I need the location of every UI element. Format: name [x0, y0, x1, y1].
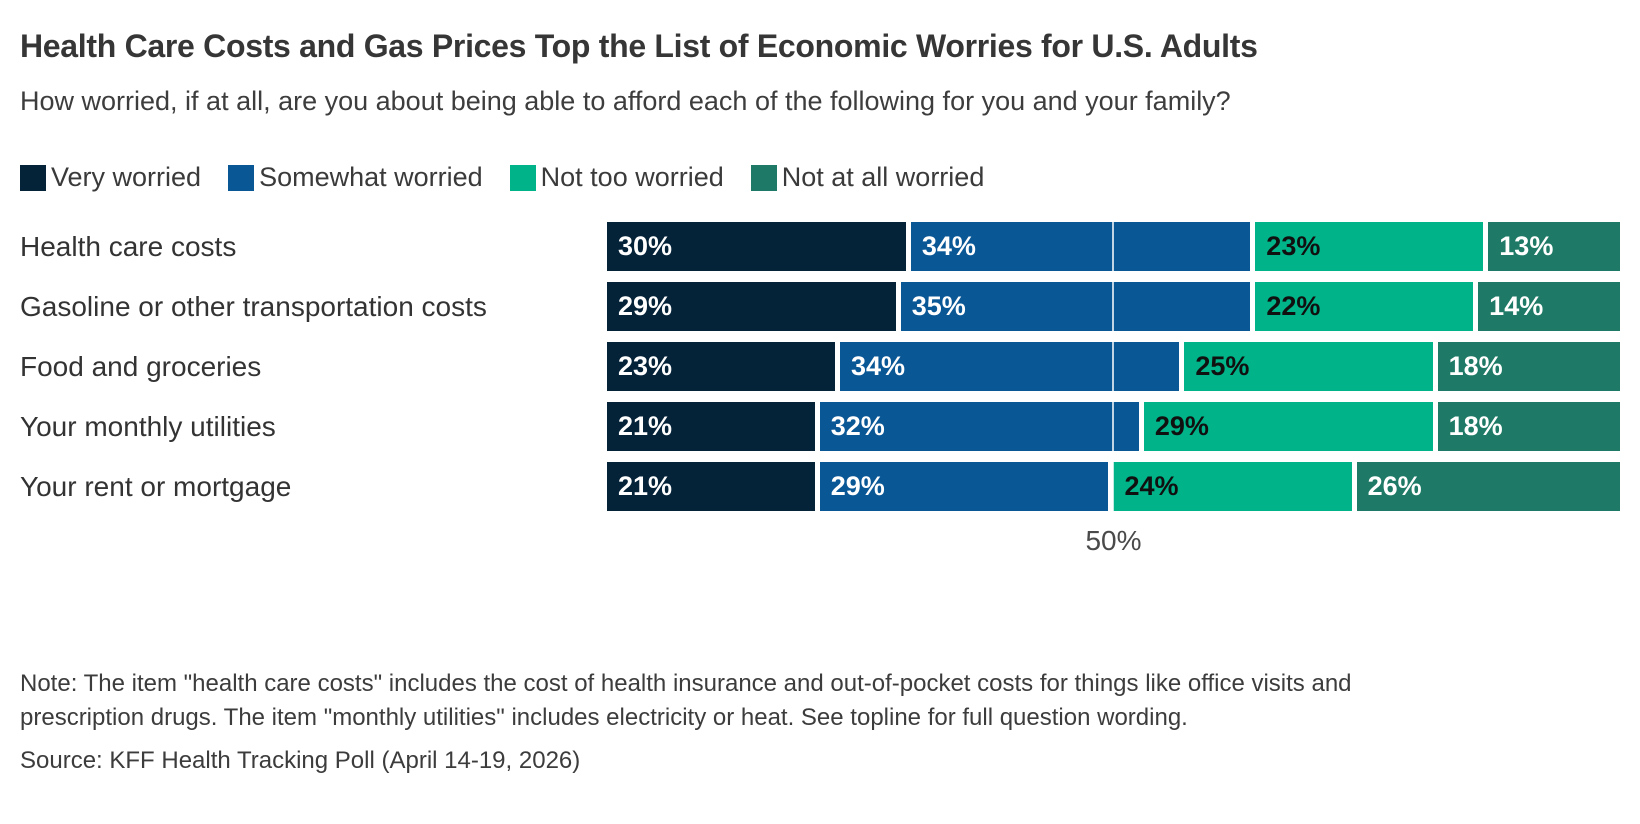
legend-swatch-icon — [509, 164, 536, 191]
chart-row: Your monthly utilities 21% 32% 29% 18% — [20, 402, 1620, 451]
category-label: Food and groceries — [20, 351, 262, 382]
chart-row: Your rent or mortgage 21% 29% 24% 26% — [20, 462, 1620, 511]
x-axis: 50% — [20, 525, 1620, 559]
stacked-bar-chart: Health care costs 30% 34% 23% 13% Gasoline or… — [20, 222, 1620, 511]
chart-row: Health care costs 30% 34% 23% 13% — [20, 222, 1620, 271]
bar-segment: 29% — [607, 282, 901, 331]
bar-segment-value: 21% — [618, 411, 673, 441]
bar-segment: 25% — [1184, 342, 1438, 391]
page-title: Health Care Costs and Gas Prices Top the… — [20, 28, 1258, 64]
bar-segment-value: 18% — [1448, 351, 1503, 381]
axis-area: 50% — [607, 525, 1620, 559]
bar-stack: 30% 34% 23% 13% — [607, 222, 1620, 271]
bar-segment-value: 21% — [618, 471, 673, 501]
chart-row: Food and groceries 23% 34% 25% 18% — [20, 342, 1620, 391]
category-label: Gasoline or other transportation costs — [20, 291, 487, 322]
legend-label: Not at all worried — [781, 162, 985, 192]
bar-segment-value: 26% — [1367, 471, 1422, 501]
bar-segment: 26% — [1356, 462, 1620, 511]
legend-item-2: Not too worried — [509, 162, 724, 193]
bar-segment-value: 29% — [1154, 411, 1209, 441]
legend-swatch-icon — [228, 164, 255, 191]
bar-segment: 13% — [1488, 222, 1620, 271]
legend-label: Not too worried — [540, 162, 724, 192]
bar-segment: 22% — [1255, 282, 1479, 331]
chart-footer: Note: The item "health care costs" inclu… — [20, 667, 1450, 776]
legend-label: Very worried — [51, 162, 202, 192]
category-label: Health care costs — [20, 231, 237, 262]
legend-item-1: Somewhat worried — [228, 162, 483, 193]
bar-segment: 34% — [839, 342, 1185, 391]
chart-legend: Very worried Somewhat worried Not too worr… — [20, 162, 1620, 193]
bar-segment-value: 13% — [1499, 231, 1554, 261]
legend-swatch-icon — [750, 164, 777, 191]
bar-segment: 29% — [819, 462, 1114, 511]
bar-segment: 21% — [607, 402, 820, 451]
bar-stack: 21% 32% 29% 18% — [607, 402, 1620, 451]
bar-segment: 18% — [1437, 342, 1620, 391]
chart-page: Health Care Costs and Gas Prices Top the… — [0, 26, 1640, 774]
chart-subtitle: How worried, if at all, are you about be… — [20, 86, 1231, 116]
bar-segment-value: 14% — [1489, 291, 1544, 321]
bar-segment-value: 34% — [850, 351, 906, 381]
category-label: Your rent or mortgage — [20, 471, 292, 502]
bar-segment-value: 32% — [830, 411, 885, 441]
bar-segment-value: 22% — [1266, 291, 1321, 321]
bar-segment: 32% — [819, 402, 1144, 451]
bar-segment-value: 25% — [1195, 351, 1250, 381]
bar-stack: 23% 34% 25% 18% — [607, 342, 1620, 391]
bar-segment: 23% — [607, 342, 840, 391]
bar-stack: 21% 29% 24% 26% — [607, 462, 1620, 511]
bar-segment-value: 34% — [921, 231, 976, 261]
legend-label: Somewhat worried — [259, 162, 483, 192]
bar-segment-value: 29% — [618, 291, 673, 321]
bar-segment: 34% — [910, 222, 1256, 271]
bar-segment: 14% — [1478, 282, 1620, 331]
bar-stack: 29% 35% 22% 14% — [607, 282, 1620, 331]
legend-swatch-icon — [20, 164, 46, 191]
bar-segment: 21% — [607, 462, 820, 511]
bar-segment-value: 29% — [830, 471, 885, 501]
bar-segment: 29% — [1143, 402, 1438, 451]
chart-row: Gasoline or other transportation costs 29… — [20, 282, 1620, 331]
bar-segment: 30% — [607, 222, 911, 271]
bar-segment: 35% — [900, 282, 1256, 331]
bar-segment: 24% — [1113, 462, 1357, 511]
bar-segment-value: 23% — [1266, 231, 1321, 261]
axis-spacer — [20, 525, 607, 559]
bar-segment-value: 30% — [618, 231, 673, 261]
note-text: Note: The item "health care costs" inclu… — [20, 670, 1352, 731]
bar-segment-value: 23% — [618, 351, 673, 381]
bar-segment-value: 35% — [911, 291, 966, 321]
legend-item-0: Very worried — [20, 162, 201, 193]
axis-tick-50: 50% — [1085, 525, 1142, 556]
bar-segment-value: 24% — [1124, 471, 1179, 501]
category-label: Your monthly utilities — [20, 411, 276, 442]
source-text: Source: KFF Health Tracking Poll (April … — [20, 747, 581, 774]
legend-item-3: Not at all worried — [750, 162, 985, 193]
bar-segment: 18% — [1437, 402, 1620, 451]
bar-segment-value: 18% — [1448, 411, 1503, 441]
bar-segment: 23% — [1255, 222, 1489, 271]
